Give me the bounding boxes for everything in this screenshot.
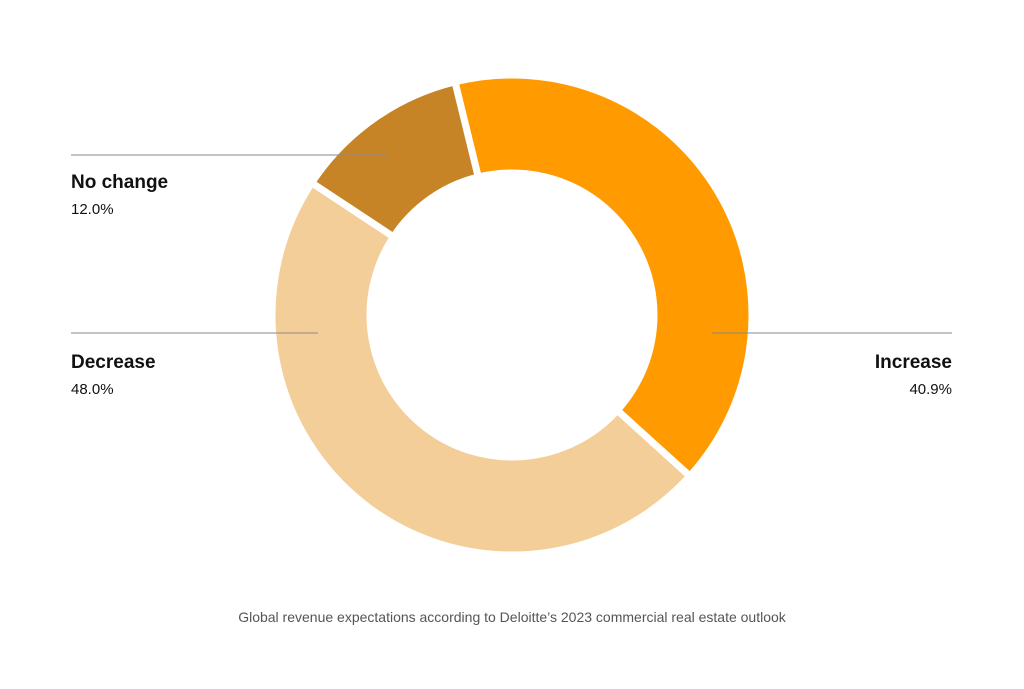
slice-increase: [450, 71, 756, 482]
value-decrease: 48.0%: [71, 381, 114, 398]
slices-group: [268, 71, 756, 559]
value-no-change: 12.0%: [71, 201, 114, 218]
slice-labels: Increase 40.9% Decrease 48.0% No change 12.0%: [71, 172, 952, 398]
label-decrease: Decrease: [71, 352, 156, 373]
label-no-change: No change: [71, 172, 168, 193]
leader-lines: [71, 154, 952, 334]
value-increase: 40.9%: [909, 381, 952, 398]
slice-no-change: [306, 77, 483, 242]
slice-decrease: [268, 177, 695, 559]
chart-caption: Global revenue expectations according to…: [238, 609, 786, 625]
label-increase: Increase: [875, 352, 952, 373]
